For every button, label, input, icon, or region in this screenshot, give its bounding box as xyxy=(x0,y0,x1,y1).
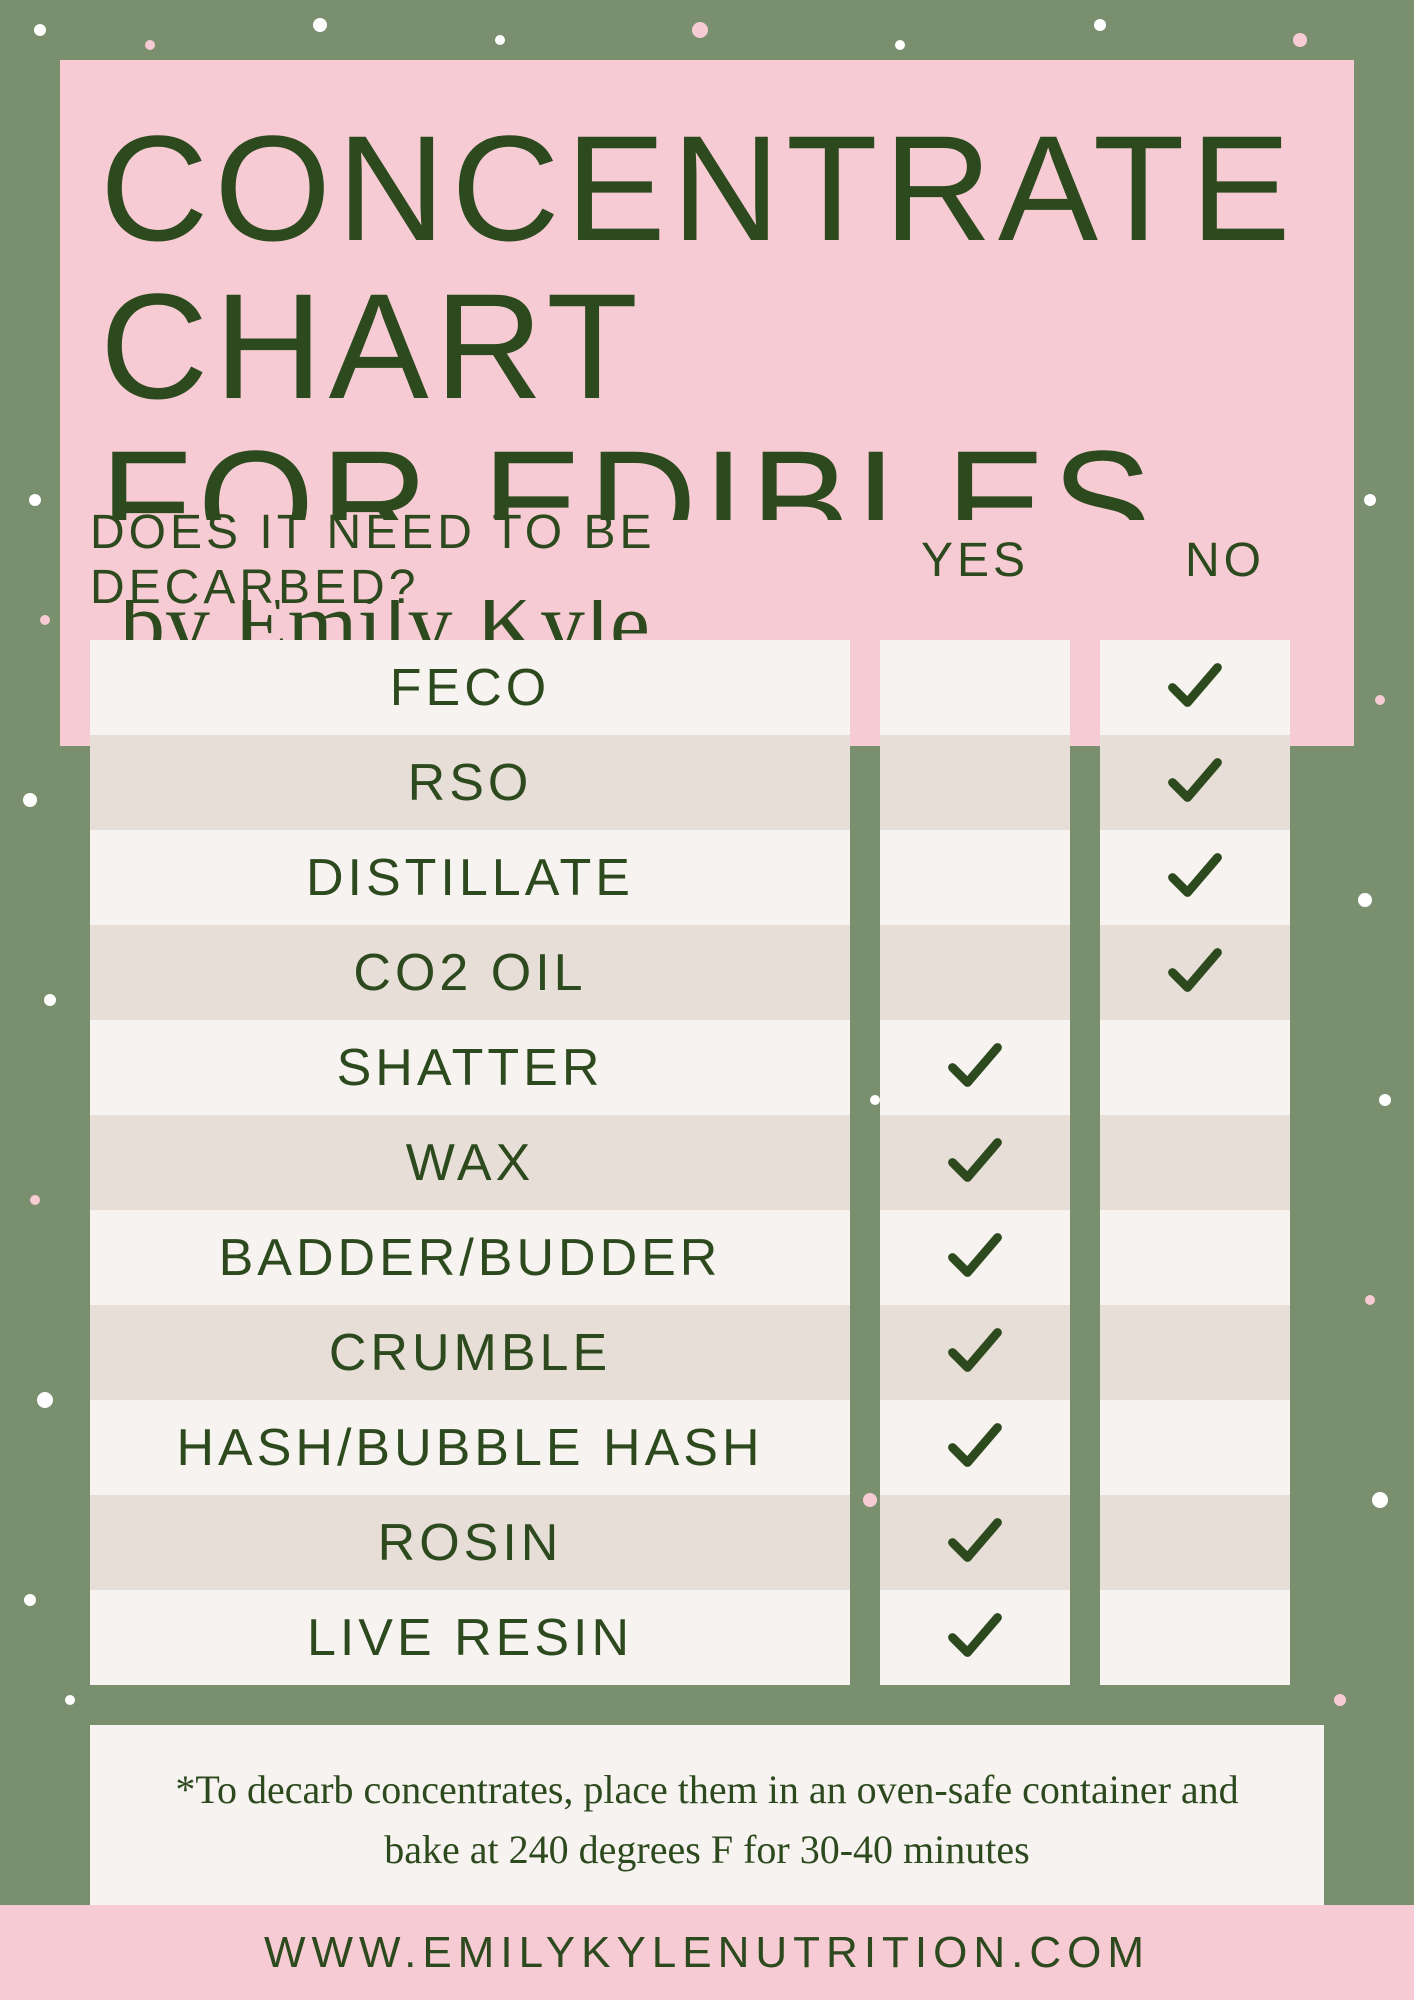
dot xyxy=(1094,19,1106,31)
row-label: LIVE RESIN xyxy=(307,1608,633,1668)
dot xyxy=(1358,893,1372,907)
row-label: RSO xyxy=(408,753,533,813)
table-row-name: ROSIN xyxy=(90,1495,850,1590)
dot xyxy=(1364,494,1376,506)
check-icon xyxy=(945,1225,1005,1290)
header-yes: YES xyxy=(850,533,1100,588)
dot xyxy=(30,1195,40,1205)
column-yes xyxy=(880,640,1070,1685)
table-row-yes xyxy=(880,640,1070,735)
header-bar: DOES IT NEED TO BE DECARBED? YES NO xyxy=(60,520,1354,600)
table-row-name: RSO xyxy=(90,735,850,830)
dot xyxy=(37,1392,53,1408)
table-row-name: CRUMBLE xyxy=(90,1305,850,1400)
table-row-yes xyxy=(880,1590,1070,1685)
table-row-name: SHATTER xyxy=(90,1020,850,1115)
column-no xyxy=(1100,640,1290,1685)
chart-table: FECO RSO DISTILLATE CO2 OIL SHATTER WAX BADDER… xyxy=(90,640,1324,1685)
table-row-yes xyxy=(880,1020,1070,1115)
dot xyxy=(145,40,155,50)
table-row-no xyxy=(1100,1020,1290,1115)
table-row-no xyxy=(1100,830,1290,925)
dot xyxy=(895,40,905,50)
table-row-no xyxy=(1100,1305,1290,1400)
footer-bar: WWW.EMILYKYLENUTRITION.COM xyxy=(0,1905,1414,2000)
row-label: BADDER/BUDDER xyxy=(219,1228,722,1288)
dot xyxy=(692,22,708,38)
check-icon xyxy=(945,1510,1005,1575)
table-row-no xyxy=(1100,640,1290,735)
dot xyxy=(34,24,46,36)
row-label: CO2 OIL xyxy=(353,943,586,1003)
table-row-yes xyxy=(880,1495,1070,1590)
dot xyxy=(1379,1094,1391,1106)
row-label: ROSIN xyxy=(378,1513,563,1573)
check-icon xyxy=(945,1130,1005,1195)
table-row-name: FECO xyxy=(90,640,850,735)
check-icon xyxy=(1165,655,1225,720)
table-row-name: LIVE RESIN xyxy=(90,1590,850,1685)
table-row-yes xyxy=(880,925,1070,1020)
table-row-no xyxy=(1100,735,1290,830)
dot xyxy=(1375,695,1385,705)
table-row-name: CO2 OIL xyxy=(90,925,850,1020)
dot xyxy=(1365,1295,1375,1305)
note-box: *To decarb concentrates, place them in a… xyxy=(90,1725,1324,1915)
check-icon xyxy=(1165,845,1225,910)
table-row-yes xyxy=(880,1210,1070,1305)
check-icon xyxy=(945,1605,1005,1670)
dot xyxy=(1372,1492,1388,1508)
check-icon xyxy=(945,1415,1005,1480)
dot xyxy=(1334,1694,1346,1706)
table-row-yes xyxy=(880,1305,1070,1400)
table-row-no xyxy=(1100,1210,1290,1305)
dot xyxy=(44,994,56,1006)
row-label: HASH/BUBBLE HASH xyxy=(176,1418,763,1478)
table-row-no xyxy=(1100,925,1290,1020)
row-label: SHATTER xyxy=(337,1038,604,1098)
dot xyxy=(24,1594,36,1606)
column-names: FECO RSO DISTILLATE CO2 OIL SHATTER WAX BADDER… xyxy=(90,640,850,1685)
table-row-name: WAX xyxy=(90,1115,850,1210)
table-row-no xyxy=(1100,1495,1290,1590)
table-row-name: BADDER/BUDDER xyxy=(90,1210,850,1305)
check-icon xyxy=(1165,750,1225,815)
row-label: DISTILLATE xyxy=(306,848,634,908)
row-label: WAX xyxy=(406,1133,535,1193)
row-label: CRUMBLE xyxy=(329,1323,611,1383)
dot xyxy=(40,615,50,625)
table-row-name: HASH/BUBBLE HASH xyxy=(90,1400,850,1495)
table-row-no xyxy=(1100,1400,1290,1495)
dot xyxy=(313,18,327,32)
table-row-no xyxy=(1100,1115,1290,1210)
check-icon xyxy=(1165,940,1225,1005)
table-row-yes xyxy=(880,1115,1070,1210)
table-row-yes xyxy=(880,1400,1070,1495)
table-row-no xyxy=(1100,1590,1290,1685)
title-line1: CONCENTRATE CHART xyxy=(100,110,1314,425)
dot xyxy=(29,494,41,506)
check-icon xyxy=(945,1035,1005,1100)
row-label: FECO xyxy=(390,658,550,718)
table-row-yes xyxy=(880,830,1070,925)
header-no: NO xyxy=(1100,533,1350,588)
dot xyxy=(495,35,505,45)
table-row-yes xyxy=(880,735,1070,830)
table-row-name: DISTILLATE xyxy=(90,830,850,925)
dot xyxy=(65,1695,75,1705)
check-icon xyxy=(945,1320,1005,1385)
dot xyxy=(23,793,37,807)
dot xyxy=(1293,33,1307,47)
header-question: DOES IT NEED TO BE DECARBED? xyxy=(60,505,850,615)
